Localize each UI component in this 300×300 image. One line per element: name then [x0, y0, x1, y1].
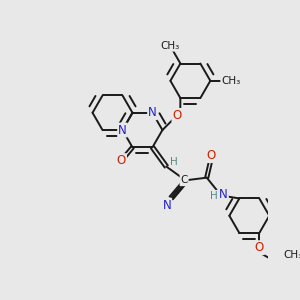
Text: H: H	[170, 157, 178, 167]
Text: C: C	[180, 175, 188, 185]
Text: H: H	[210, 191, 218, 201]
Text: O: O	[206, 149, 215, 162]
Text: O: O	[172, 109, 182, 122]
Text: CH₃: CH₃	[221, 76, 241, 86]
Text: N: N	[219, 188, 228, 201]
Text: N: N	[148, 106, 157, 119]
Text: CH₃: CH₃	[284, 250, 300, 260]
Text: N: N	[162, 199, 171, 212]
Text: O: O	[255, 241, 264, 254]
Text: N: N	[118, 124, 127, 136]
Text: CH₃: CH₃	[160, 41, 180, 51]
Text: O: O	[117, 154, 126, 167]
